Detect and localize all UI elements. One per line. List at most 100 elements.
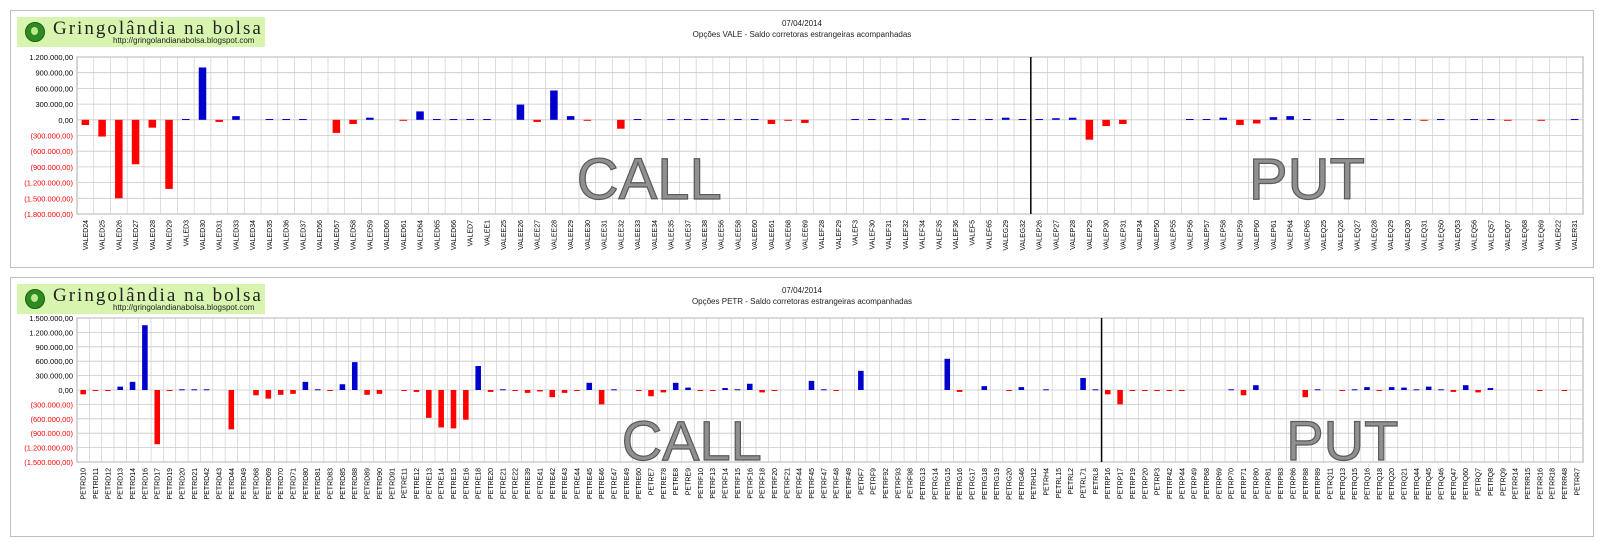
bar-PETRE60 xyxy=(635,390,642,391)
blog-title: Gringolândia na bolsa xyxy=(53,285,263,306)
x-tick-label: PETRE44 xyxy=(574,468,581,499)
bar-PETRQ20 xyxy=(1388,387,1395,390)
bar-VALER31 xyxy=(1570,119,1579,121)
x-tick-label: PETRG15 xyxy=(945,468,952,500)
x-tick-label: PETRG46 xyxy=(1019,468,1026,500)
x-tick-label: VALEE31 xyxy=(602,220,609,250)
y-tick-label: (300.000,00) xyxy=(30,132,73,141)
bar-PETRD21 xyxy=(191,389,198,391)
blog-url[interactable]: http://gringolandianabolsa.blogspot.com xyxy=(113,303,255,312)
bar-VALED33 xyxy=(232,116,240,120)
bar-PETRE45 xyxy=(586,382,593,390)
x-tick-label: PETRP20 xyxy=(1142,468,1149,499)
bar-PETRD16 xyxy=(142,325,148,390)
x-tick-label: VALEE68 xyxy=(786,220,793,250)
x-tick-label: VALEQ67 xyxy=(1505,220,1512,251)
x-tick-label: PETRD11 xyxy=(93,468,100,499)
bar-VALEE28 xyxy=(550,90,558,120)
bar-PETRP19 xyxy=(1129,390,1136,391)
bar-PETRP70 xyxy=(1228,389,1234,391)
x-tick-label: PETRG17 xyxy=(969,468,976,500)
bar-VALEQ29 xyxy=(1386,119,1395,121)
x-tick-label: VALED3 xyxy=(183,220,190,246)
x-tick-label: PETRG14 xyxy=(932,468,939,500)
x-tick-label: PETRG20 xyxy=(1006,468,1013,500)
bar-PETRQ45 xyxy=(1425,386,1432,390)
x-tick-label: VALED27 xyxy=(133,220,140,250)
x-tick-label: VALEQ25 xyxy=(1321,220,1328,251)
x-tick-label: VALEQ26 xyxy=(1338,220,1345,251)
bar-PETRD70 xyxy=(277,390,284,395)
bar-PETRE13 xyxy=(426,390,432,418)
bar-VALEE69 xyxy=(801,119,809,123)
x-tick-label: PETRP16 xyxy=(1105,468,1112,499)
chart-date: 07/04/2014 xyxy=(781,19,823,28)
x-tick-label: VALEE26 xyxy=(518,220,525,250)
x-tick-label: VALEF36 xyxy=(953,220,960,250)
bar-VALED59 xyxy=(366,117,374,120)
x-tick-label: VALEE60 xyxy=(752,220,759,250)
x-tick-label: VALED28 xyxy=(150,220,157,250)
x-tick-label: VALEF32 xyxy=(903,220,910,250)
bar-VALED28 xyxy=(148,119,157,128)
bar-VALEQ57 xyxy=(1487,119,1495,121)
bar-PETRD80 xyxy=(302,381,309,390)
bar-VALEE38 xyxy=(700,119,709,121)
bar-PETRF10 xyxy=(697,390,704,391)
x-tick-label: VALEQ69 xyxy=(1539,220,1546,251)
y-tick-label: (1.200.000,00) xyxy=(24,444,73,453)
x-tick-label: VALEP59 xyxy=(1237,220,1244,250)
x-tick-label: PETRF48 xyxy=(834,468,841,499)
bar-PETRE42 xyxy=(549,390,556,398)
x-tick-label: VALEQ68 xyxy=(1522,220,1529,251)
bar-VALEF65 xyxy=(985,119,993,121)
x-tick-label: VALEP65 xyxy=(1304,220,1311,250)
bar-VALEP26 xyxy=(1035,119,1043,121)
x-tick-label: PETRF47 xyxy=(821,468,828,499)
x-tick-label: VALEP28 xyxy=(1070,220,1077,250)
x-tick-label: VALEQ31 xyxy=(1422,220,1429,251)
x-tick-label: PETRD17 xyxy=(155,468,162,500)
bar-VALEE61 xyxy=(767,119,776,124)
x-tick-label: PETRF9 xyxy=(871,468,878,495)
x-tick-label: VALED35 xyxy=(267,220,274,250)
bar-PETRR16 xyxy=(1537,390,1543,391)
blog-url[interactable]: http://gringolandianabolsa.blogspot.com xyxy=(113,36,255,45)
bar-PETRF20 xyxy=(771,390,778,391)
bar-PETRD88 xyxy=(351,362,358,390)
x-tick-label: PETRE45 xyxy=(587,468,594,499)
x-tick-label: PETRH4 xyxy=(1044,468,1051,496)
x-tick-label: VALEE58 xyxy=(735,220,742,250)
x-tick-label: PETRD10 xyxy=(81,468,88,500)
x-tick-label: VALEQ28 xyxy=(1371,220,1378,251)
x-tick-label: PETRE16 xyxy=(463,468,470,499)
blog-logo[interactable]: Gringolândia na bolsa http://gringolandi… xyxy=(17,284,265,314)
bar-VALED37 xyxy=(299,119,307,121)
blog-title: Gringolândia na bolsa xyxy=(53,18,263,39)
y-tick-label: (600.000,00) xyxy=(30,415,73,424)
x-tick-label: VALEP29 xyxy=(1087,220,1094,250)
bar-VALEP64 xyxy=(1286,116,1294,120)
bar-VALEE35 xyxy=(667,119,675,121)
bar-PETRL8 xyxy=(1092,389,1099,391)
bar-PETRF15 xyxy=(734,389,741,391)
x-tick-label: VALEP27 xyxy=(1053,220,1060,250)
x-tick-label: PETRF93 xyxy=(895,468,902,499)
blog-logo[interactable]: Gringolândia na bolsa http://gringolandi… xyxy=(17,17,265,47)
bar-VALEE33 xyxy=(633,119,642,121)
x-tick-label: VALED34 xyxy=(250,220,257,250)
x-tick-label: PETRQ20 xyxy=(1389,468,1396,500)
x-tick-label: VALEF35 xyxy=(936,220,943,250)
y-tick-label: (900.000,00) xyxy=(30,429,73,438)
bar-PETRE22 xyxy=(512,390,518,391)
bar-PETRE44 xyxy=(574,390,580,391)
x-tick-label: PETRQ47 xyxy=(1451,468,1458,500)
x-tick-label: VALEP55 xyxy=(1171,220,1178,250)
x-tick-label: VALED64 xyxy=(418,220,425,250)
x-tick-label: VALEP26 xyxy=(1037,220,1044,250)
x-tick-label: VALEE69 xyxy=(802,220,809,250)
x-tick-label: PETRP80 xyxy=(1253,468,1260,499)
x-tick-label: PETRD16 xyxy=(142,468,149,500)
globe-icon xyxy=(25,22,45,42)
x-tick-label: PETRE46 xyxy=(599,468,606,499)
